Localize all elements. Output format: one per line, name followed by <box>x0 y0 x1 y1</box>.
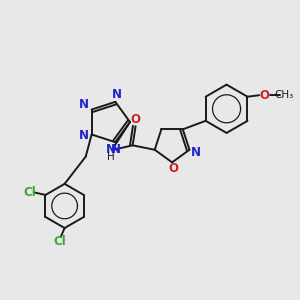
Text: Cl: Cl <box>23 186 36 199</box>
Text: O: O <box>260 89 269 102</box>
Text: N: N <box>79 98 89 111</box>
Text: O: O <box>169 162 178 175</box>
Text: N: N <box>106 143 116 156</box>
Text: N: N <box>112 88 122 101</box>
Text: Cl: Cl <box>53 235 66 248</box>
Text: N: N <box>111 143 121 156</box>
Text: O: O <box>130 113 141 126</box>
Text: H: H <box>107 152 115 162</box>
Text: N: N <box>191 146 201 159</box>
Text: CH₃: CH₃ <box>274 90 294 100</box>
Text: N: N <box>79 130 89 142</box>
